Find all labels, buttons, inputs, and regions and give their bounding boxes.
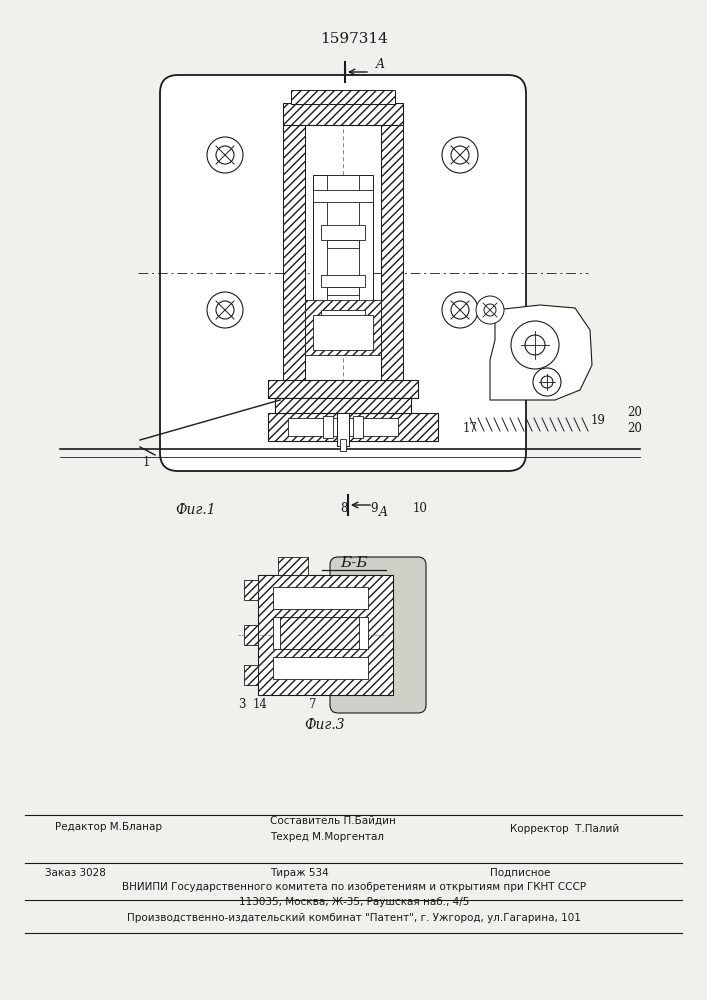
Polygon shape (490, 305, 592, 400)
Bar (273, 657, 368, 679)
Text: Корректор  Т.Палий: Корректор Т.Палий (510, 824, 619, 834)
Circle shape (451, 301, 469, 319)
Bar (327, 175, 359, 340)
Text: 1: 1 (143, 456, 151, 468)
Bar (321, 225, 365, 240)
Bar (313, 175, 373, 340)
Bar (323, 416, 333, 438)
Circle shape (442, 292, 478, 328)
Bar (381, 108, 403, 380)
Bar (321, 310, 365, 322)
Text: 20: 20 (628, 406, 643, 418)
Text: Б-Б: Б-Б (340, 556, 368, 570)
Bar (275, 398, 411, 413)
Text: Тираж 534: Тираж 534 (270, 868, 329, 878)
Bar (283, 103, 403, 125)
Text: 10: 10 (413, 502, 428, 514)
Bar (327, 240, 359, 248)
Bar (313, 190, 373, 202)
Text: 9: 9 (370, 502, 378, 514)
Text: Фиг.1: Фиг.1 (175, 503, 216, 517)
Bar (340, 439, 346, 451)
Text: 17: 17 (462, 422, 477, 434)
Bar (283, 108, 305, 380)
Text: 14: 14 (252, 698, 267, 712)
Bar (278, 557, 308, 575)
Text: Фиг.3: Фиг.3 (305, 718, 345, 732)
Text: 8: 8 (340, 502, 348, 514)
Bar (244, 665, 258, 685)
Text: 3: 3 (238, 698, 246, 712)
Circle shape (207, 292, 243, 328)
Circle shape (541, 376, 553, 388)
Circle shape (533, 368, 561, 396)
Text: 7: 7 (309, 698, 317, 712)
Text: ВНИИПИ Государственного комитета по изобретениям и открытиям при ГКНТ СССР: ВНИИПИ Государственного комитета по изоб… (122, 882, 586, 892)
Circle shape (207, 137, 243, 173)
Bar (327, 287, 359, 295)
Text: Заказ 3028: Заказ 3028 (45, 868, 106, 878)
Bar (258, 575, 393, 695)
Bar (268, 380, 418, 398)
Bar (313, 315, 373, 350)
Text: A: A (375, 57, 385, 70)
Text: Производственно-издательский комбинат "Патент", г. Ужгород, ул.Гагарина, 101: Производственно-издательский комбинат "П… (127, 913, 581, 923)
Bar (291, 90, 395, 104)
FancyBboxPatch shape (330, 557, 426, 713)
Text: Редактор М.Бланар: Редактор М.Бланар (55, 822, 162, 832)
Text: 19: 19 (590, 414, 605, 426)
Text: 113035, Москва, Ж-35, Раушская наб., 4/5: 113035, Москва, Ж-35, Раушская наб., 4/5 (239, 897, 469, 907)
Text: Составитель П.Байдин: Составитель П.Байдин (270, 816, 396, 826)
Circle shape (511, 321, 559, 369)
Text: Подписное: Подписное (490, 868, 550, 878)
Bar (268, 413, 438, 441)
Text: A: A (378, 506, 387, 520)
Text: Техред М.Моргентал: Техред М.Моргентал (270, 832, 384, 842)
Bar (305, 300, 381, 355)
Bar (273, 617, 368, 649)
Bar (244, 580, 258, 600)
Bar (305, 108, 381, 380)
Circle shape (484, 304, 496, 316)
Circle shape (525, 335, 545, 355)
Text: 20: 20 (628, 422, 643, 434)
Bar (280, 617, 359, 649)
Circle shape (216, 301, 234, 319)
Text: 1597314: 1597314 (320, 32, 388, 46)
FancyBboxPatch shape (160, 75, 526, 471)
Circle shape (451, 146, 469, 164)
Bar (353, 416, 363, 438)
Bar (321, 275, 365, 287)
Bar (244, 625, 258, 645)
Circle shape (216, 146, 234, 164)
Circle shape (476, 296, 504, 324)
Bar (337, 413, 349, 446)
Bar (273, 587, 368, 609)
Circle shape (442, 137, 478, 173)
Bar (288, 418, 398, 436)
